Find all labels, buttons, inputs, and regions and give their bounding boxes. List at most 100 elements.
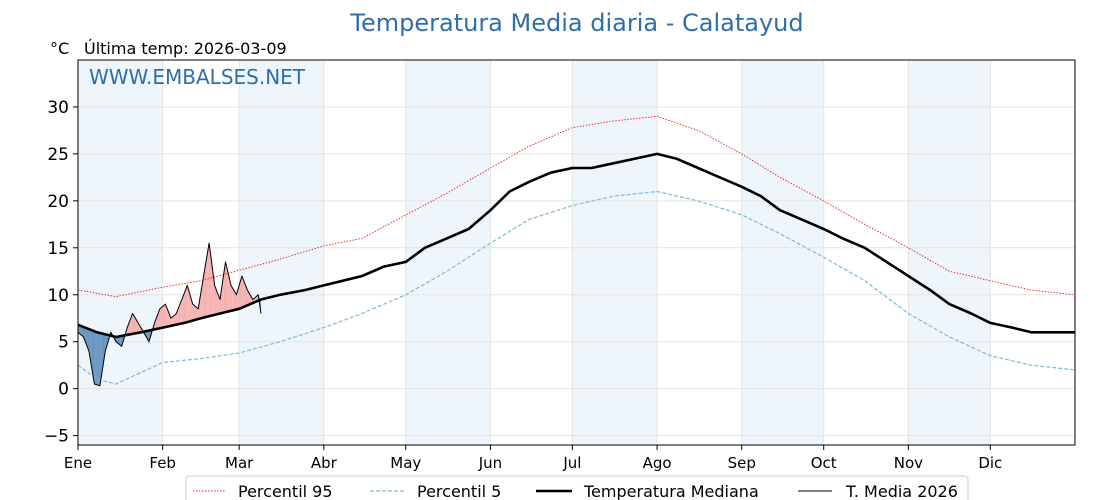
anomaly-fill-below xyxy=(147,330,149,341)
anomaly-fill-below xyxy=(82,326,84,338)
anomaly-fill-below xyxy=(86,328,88,347)
anomaly-fill-above xyxy=(169,313,170,327)
anomaly-fill-above xyxy=(158,311,160,329)
x-tick-label: Jul xyxy=(562,454,581,472)
anomaly-fill-above xyxy=(210,250,211,316)
anomaly-fill-below xyxy=(98,332,100,386)
anomaly-fill-above xyxy=(162,305,164,328)
anomaly-fill-above xyxy=(193,304,195,321)
anomaly-fill-above xyxy=(225,261,227,313)
x-tick-label: Abr xyxy=(311,454,338,472)
series-line-median xyxy=(77,152,1075,339)
legend-box xyxy=(185,475,969,500)
anomaly-fill-below xyxy=(88,329,90,357)
anomaly-fill-below xyxy=(94,331,96,385)
anomaly-fill-above xyxy=(243,280,245,307)
anomaly-fill-above xyxy=(138,322,140,333)
anomaly-fill-above xyxy=(184,290,186,323)
anomaly-fill-below xyxy=(85,327,87,345)
x-tick-label: Dic xyxy=(978,454,1002,472)
anomaly-fill-below xyxy=(120,335,122,347)
anomaly-fill-above xyxy=(189,294,191,322)
anomaly-fill-above xyxy=(241,275,243,308)
anomaly-fill-above xyxy=(187,285,189,323)
anomaly-fill-above xyxy=(205,259,207,318)
legend: Percentil 95 Percentil 5 Temperatura Med… xyxy=(185,475,969,500)
anomaly-fill-above xyxy=(168,311,170,327)
anomaly-fill-above xyxy=(128,320,130,335)
anomaly-fill-above xyxy=(178,306,180,325)
anomaly-fill-above xyxy=(190,297,192,322)
anomaly-fill-above xyxy=(129,318,131,335)
anomaly-fill-above xyxy=(175,313,177,325)
month-stripes xyxy=(78,60,991,445)
anomaly-fill-above xyxy=(135,318,137,334)
anomaly-fill-below xyxy=(89,329,91,363)
anomaly-fill-above xyxy=(214,285,216,315)
anomaly-fill-above xyxy=(130,315,132,335)
anomaly-fill-above xyxy=(180,299,182,324)
anomaly-fill-below xyxy=(81,326,83,337)
anomaly-fill-above xyxy=(176,311,178,325)
anomaly-fill-above xyxy=(163,304,165,328)
anomaly-fill-above xyxy=(246,287,248,306)
watermark: WWW.EMBALSES.NET xyxy=(89,65,306,89)
x-tick-label: Feb xyxy=(149,454,176,472)
anomaly-fill-above xyxy=(172,315,174,326)
anomaly-fill-above xyxy=(177,308,179,325)
anomaly-fill-above xyxy=(164,304,166,328)
anomaly-fill-above xyxy=(137,321,139,334)
anomaly-fill-above xyxy=(132,313,134,334)
anomaly-fill-above xyxy=(185,287,187,323)
x-tick-label: Ago xyxy=(643,454,672,472)
anomaly-fill-above xyxy=(192,304,194,321)
anomaly-fill-above xyxy=(222,274,224,313)
x-tick-label: Oct xyxy=(811,454,837,472)
anomaly-fill-above xyxy=(229,277,231,312)
anomaly-fill-above xyxy=(233,290,235,311)
month-stripe xyxy=(572,60,658,445)
y-axis: 30 25 20 15 10 5 0 −5 xyxy=(44,98,78,447)
x-tick-label: May xyxy=(390,454,421,472)
anomaly-fill-below xyxy=(78,325,80,334)
anomaly-fill-below xyxy=(79,325,81,335)
legend-p5-label: Percentil 5 xyxy=(417,482,501,500)
anomaly-fill-above xyxy=(131,313,133,335)
anomaly-fill-above xyxy=(213,278,215,316)
anomaly-fill-above xyxy=(215,287,217,315)
anomaly-fill-below xyxy=(100,333,102,381)
anomaly-fill-above xyxy=(159,308,160,329)
anomaly-fill-above xyxy=(179,304,180,325)
anomaly-fill-above xyxy=(204,265,206,318)
anomaly-fill-above xyxy=(249,293,251,305)
anomaly-fill-above xyxy=(234,291,236,310)
anomaly-fill-above xyxy=(197,308,199,320)
anomaly-fill-below xyxy=(87,328,89,349)
anomaly-fill-above xyxy=(171,316,173,326)
anomaly-fill-above xyxy=(134,316,136,334)
anomaly-fill-below xyxy=(118,336,120,345)
anomaly-fill-above xyxy=(203,270,205,318)
anomaly-fill-above xyxy=(183,292,185,324)
anomaly-fill-above xyxy=(165,304,167,328)
anomaly-fill-above xyxy=(208,243,210,317)
anomaly-fill-above xyxy=(156,315,158,329)
x-axis: Ene Feb Mar Abr May Jun Jul Ago Sep Oct Nov Dic xyxy=(64,445,1002,472)
anomaly-fill-above xyxy=(244,283,246,307)
anomaly-fill-above xyxy=(207,248,209,317)
anomaly-fill-above xyxy=(235,293,237,310)
anomaly-fill-above xyxy=(217,292,219,315)
anomaly-fill-above xyxy=(245,285,247,307)
y-tick-label: 5 xyxy=(58,333,69,353)
anomaly-fill-above xyxy=(228,273,230,312)
anomaly-fill-above xyxy=(170,317,172,326)
anomaly-fill-below xyxy=(119,336,121,346)
plot-frame xyxy=(77,59,1076,446)
anomaly-fill-above xyxy=(196,307,198,320)
anomaly-fill-above xyxy=(157,313,159,329)
anomaly-fill-below xyxy=(118,336,119,345)
anomaly-fill-above xyxy=(200,286,202,319)
anomaly-fill-above xyxy=(247,290,249,306)
y-tick-label: −5 xyxy=(44,427,69,447)
anomaly-fill-above xyxy=(240,279,241,309)
